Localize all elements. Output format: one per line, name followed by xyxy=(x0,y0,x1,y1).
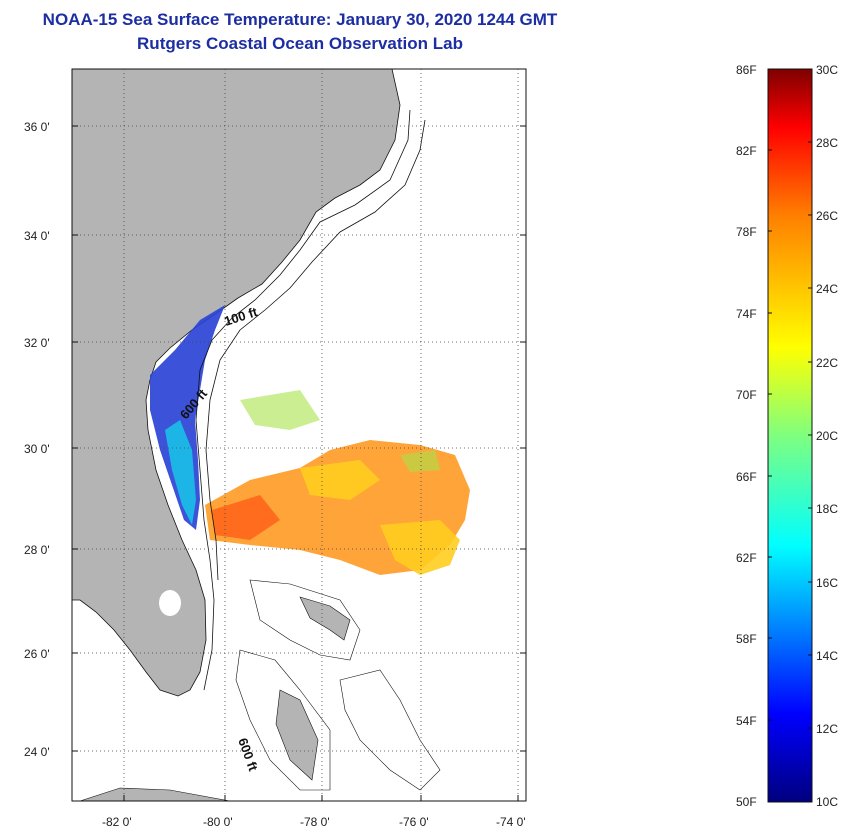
cb-f-54: 54F xyxy=(736,714,757,728)
sst-red-orange xyxy=(212,495,280,540)
cb-f-62: 62F xyxy=(736,551,757,565)
cb-c-16: 16C xyxy=(816,576,838,590)
cb-f-86: 86F xyxy=(736,63,757,77)
cb-c-26: 26C xyxy=(816,209,838,223)
cb-c-30: 30C xyxy=(816,63,838,77)
cb-c-22: 22C xyxy=(816,356,838,370)
lon-label-80: -80 0' xyxy=(203,815,233,829)
cb-c-24: 24C xyxy=(816,282,838,296)
colorbar-ticks xyxy=(768,141,812,729)
lat-label-34: 34 0' xyxy=(24,229,50,243)
sst-yellow-patches xyxy=(300,460,460,575)
cb-f-82: 82F xyxy=(736,144,757,158)
lat-label-26: 26 0' xyxy=(24,647,50,661)
map-title: NOAA-15 Sea Surface Temperature: January… xyxy=(42,10,558,29)
colorbar xyxy=(767,68,813,803)
map-panel xyxy=(72,69,526,801)
cb-c-28: 28C xyxy=(816,136,838,150)
cb-c-18: 18C xyxy=(816,502,838,516)
sst-cold-band xyxy=(150,305,225,530)
contour-bahamas xyxy=(235,579,441,791)
map-subtitle: Rutgers Coastal Ocean Observation Lab xyxy=(137,34,463,53)
lat-label-32: 32 0' xyxy=(24,336,50,350)
map-border xyxy=(71,68,527,802)
cb-f-70: 70F xyxy=(736,388,757,402)
cb-f-58: 58F xyxy=(736,632,757,646)
island-cuba-edge xyxy=(79,787,231,801)
island-grand-bahama xyxy=(299,596,351,641)
cb-c-14: 14C xyxy=(816,649,838,663)
sst-green-streaks xyxy=(240,390,440,472)
cb-f-74: 74F xyxy=(736,307,757,321)
tick-marks xyxy=(72,125,526,801)
island-andros xyxy=(275,689,319,781)
lon-label-82: -82 0' xyxy=(102,815,132,829)
lake-okeechobee xyxy=(159,590,181,616)
land-southeast-us xyxy=(72,69,401,697)
lat-label-36: 36 0' xyxy=(24,120,50,134)
lon-label-78: -78 0' xyxy=(300,815,330,829)
lon-label-74: -74 0' xyxy=(496,815,526,829)
lat-label-28: 28 0' xyxy=(24,543,50,557)
lat-label-24: 24 0' xyxy=(24,745,50,759)
contour-600ft xyxy=(205,119,426,581)
cb-f-50: 50F xyxy=(736,795,757,809)
sst-cyan-band xyxy=(165,420,196,525)
cb-c-10: 10C xyxy=(816,795,838,809)
cb-f-78: 78F xyxy=(736,225,757,239)
lon-label-76: -76 0' xyxy=(399,815,429,829)
cb-c-20: 20C xyxy=(816,429,838,443)
cb-c-12: 12C xyxy=(816,722,838,736)
cb-f-66: 66F xyxy=(736,470,757,484)
contour-100ft xyxy=(195,109,411,691)
lat-label-30: 30 0' xyxy=(24,442,50,456)
